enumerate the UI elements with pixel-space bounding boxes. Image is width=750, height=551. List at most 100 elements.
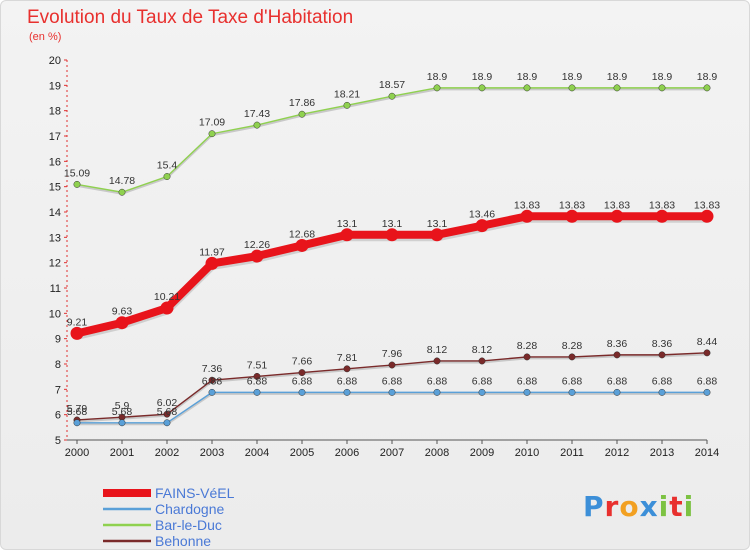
data-point xyxy=(658,351,666,359)
data-label: 8.12 xyxy=(472,344,493,356)
data-point xyxy=(658,84,666,92)
series-3 xyxy=(73,349,711,424)
data-label: 13.83 xyxy=(694,199,720,211)
logo-letter: i xyxy=(658,490,670,523)
y-tick-label: 14 xyxy=(49,207,61,219)
x-tick-label: 2005 xyxy=(290,447,314,459)
data-label: 13.83 xyxy=(514,199,540,211)
data-point xyxy=(118,419,126,427)
data-label: 6.88 xyxy=(337,375,358,387)
data-label: 18.9 xyxy=(427,71,448,83)
data-point xyxy=(298,369,306,377)
x-tick-label: 2008 xyxy=(425,447,449,459)
data-point xyxy=(73,180,81,188)
data-point xyxy=(73,419,81,427)
x-tick-label: 2007 xyxy=(380,447,404,459)
series-lines xyxy=(70,84,714,427)
data-point xyxy=(475,219,489,233)
data-label: 14.78 xyxy=(109,175,135,187)
data-point xyxy=(295,238,309,252)
data-point xyxy=(163,419,171,427)
data-point xyxy=(118,188,126,196)
data-point xyxy=(205,256,219,270)
legend-label: Chardogne xyxy=(155,501,224,517)
data-point xyxy=(613,84,621,92)
data-label: 13.1 xyxy=(337,218,358,230)
data-point xyxy=(433,388,441,396)
data-label: 9.21 xyxy=(67,316,88,328)
data-label: 15.09 xyxy=(64,167,90,179)
x-tick-label: 2004 xyxy=(245,447,269,459)
y-tick-label: 7 xyxy=(55,384,61,396)
y-tick-label: 19 xyxy=(49,80,61,92)
logo-letter: x xyxy=(639,490,659,523)
x-tick-label: 2013 xyxy=(650,447,674,459)
data-label: 6.88 xyxy=(652,375,673,387)
data-point xyxy=(298,110,306,118)
data-labels: 15.09 14.78 15.4 17.09 17.43 17.86 18.21 18.57 1… xyxy=(64,71,720,418)
data-point xyxy=(568,84,576,92)
data-point xyxy=(700,209,714,223)
data-label: 6.02 xyxy=(157,397,178,409)
data-label: 13.83 xyxy=(649,199,675,211)
data-label: 5.68 xyxy=(112,406,133,418)
proxiti-logo: Proxiti xyxy=(583,490,694,523)
data-label: 18.21 xyxy=(334,88,360,100)
data-label: 7.66 xyxy=(292,356,313,368)
data-point xyxy=(520,209,534,223)
data-label: 6.88 xyxy=(427,375,448,387)
legend-item: FAINS-VéEL xyxy=(103,485,235,501)
logo-letter: i xyxy=(683,490,695,523)
series-shadow xyxy=(76,88,707,195)
y-tick-label: 16 xyxy=(49,156,61,168)
data-point xyxy=(343,101,351,109)
data-label: 12.26 xyxy=(244,239,270,251)
data-point xyxy=(208,388,216,396)
data-point xyxy=(70,326,84,340)
data-label: 6.88 xyxy=(517,375,538,387)
data-point xyxy=(430,228,444,242)
legend-label: Bar-le-Duc xyxy=(155,517,222,533)
data-label: 18.9 xyxy=(472,71,493,83)
data-point xyxy=(388,388,396,396)
logo-letter: t xyxy=(669,490,684,523)
data-label: 8.44 xyxy=(697,336,718,348)
data-point xyxy=(613,351,621,359)
data-point xyxy=(253,121,261,129)
data-point xyxy=(478,388,486,396)
data-label: 10.21 xyxy=(154,291,180,303)
data-point xyxy=(610,209,624,223)
data-label: 13.1 xyxy=(382,218,403,230)
data-label: 5.68 xyxy=(157,406,178,418)
data-point xyxy=(163,410,171,418)
data-point xyxy=(253,388,261,396)
data-label: 6.88 xyxy=(562,375,583,387)
y-tick-label: 8 xyxy=(55,359,61,371)
data-label: 7.36 xyxy=(202,363,223,375)
data-label: 17.09 xyxy=(199,117,225,129)
data-point xyxy=(568,353,576,361)
data-label: 7.51 xyxy=(247,359,268,371)
legend-item: Behonne xyxy=(103,533,211,549)
data-point xyxy=(208,376,216,384)
legend-label: FAINS-VéEL xyxy=(155,485,235,501)
data-point xyxy=(523,353,531,361)
data-point xyxy=(433,84,441,92)
x-tick-label: 2001 xyxy=(110,447,134,459)
data-label: 15.4 xyxy=(157,160,178,172)
legend-item: Chardogne xyxy=(103,501,224,517)
data-point xyxy=(343,388,351,396)
data-label: 18.9 xyxy=(607,71,628,83)
logo-letter: P xyxy=(583,490,605,523)
data-label: 17.43 xyxy=(244,108,270,120)
data-label: 13.83 xyxy=(604,199,630,211)
data-point xyxy=(613,388,621,396)
data-label: 8.12 xyxy=(427,344,448,356)
data-label: 6.88 xyxy=(607,375,628,387)
data-label: 13.1 xyxy=(427,218,448,230)
y-tick-label: 12 xyxy=(49,258,61,270)
data-label: 6.88 xyxy=(697,375,718,387)
y-tick-label: 11 xyxy=(50,283,61,295)
data-label: 17.86 xyxy=(289,97,315,109)
